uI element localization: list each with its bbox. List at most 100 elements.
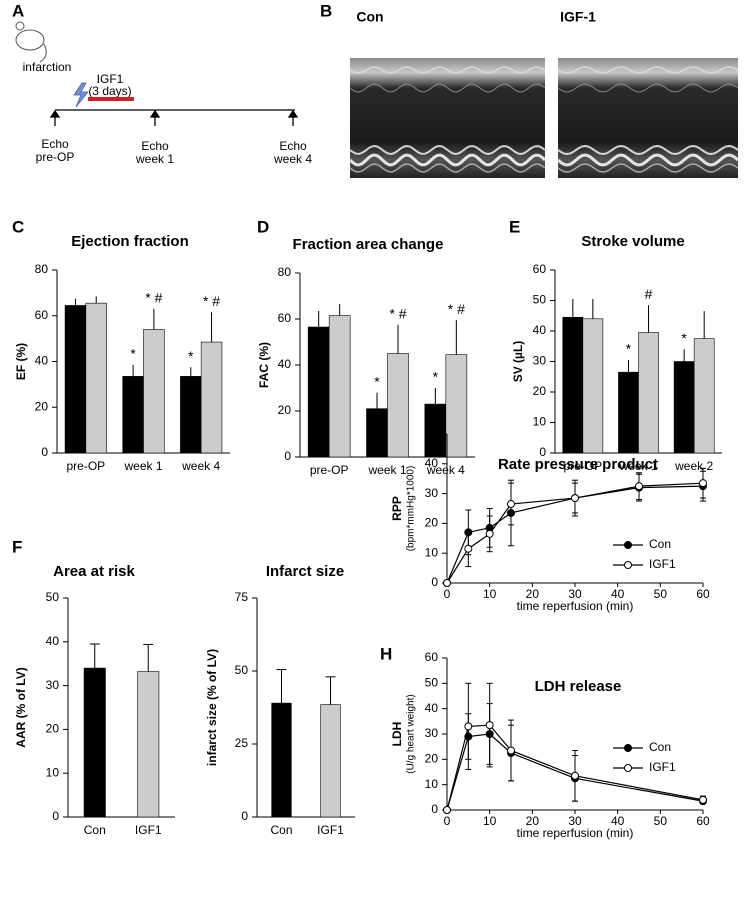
x-tick-label: 20 — [526, 814, 540, 828]
y-tick-label: 50 — [46, 590, 60, 604]
data-point — [507, 746, 515, 755]
x-tick-label: week 2 — [674, 459, 713, 473]
y-tick-label: 10 — [533, 415, 547, 429]
y-tick-label: 40 — [35, 354, 49, 368]
legend-label: Con — [649, 537, 671, 551]
x-tick-label: 60 — [696, 814, 710, 828]
data-point — [485, 529, 494, 538]
echo-trace — [349, 144, 546, 156]
panel-label: A — [12, 1, 24, 20]
y-axis-label: EF (%) — [14, 343, 28, 380]
chart-title: Fraction area change — [293, 236, 444, 253]
echo-label: Con — [356, 9, 383, 25]
y-tick-label: 60 — [533, 262, 547, 276]
x-tick-label: week 1 — [618, 459, 657, 473]
bar — [271, 702, 292, 818]
significance-marker: * # — [203, 293, 220, 309]
mouse-icon — [15, 21, 47, 63]
y-axis-unit: (bpm*mmHg*1000) — [406, 466, 417, 552]
y-tick-label: 40 — [278, 357, 292, 371]
y-tick-label: 80 — [35, 262, 49, 276]
bar — [445, 354, 468, 458]
legend-marker — [624, 744, 632, 752]
error-bar — [276, 669, 287, 704]
bar — [307, 326, 330, 458]
y-axis-label: FAC (%) — [257, 342, 271, 388]
x-tick-label: week 1 — [123, 459, 162, 473]
significance-marker: * — [681, 330, 687, 346]
y-tick-label: 20 — [35, 399, 49, 413]
data-point — [571, 494, 579, 503]
echo-trace — [557, 83, 739, 93]
y-axis-label: LDH — [390, 722, 404, 747]
x-tick-label: 30 — [568, 587, 582, 601]
bar — [366, 408, 388, 458]
echo-trace — [349, 66, 546, 74]
significance-marker: * # — [145, 290, 162, 306]
y-tick-label: 40 — [425, 701, 439, 715]
x-tick-label: week 4 — [426, 463, 465, 477]
data-point — [699, 795, 707, 804]
y-tick-label: 0 — [52, 809, 59, 823]
x-tick-label: 50 — [654, 587, 668, 601]
x-tick-label: pre-OP — [310, 463, 349, 477]
y-tick-label: 60 — [425, 650, 439, 664]
y-tick-label: 0 — [41, 445, 48, 459]
y-tick-label: 30 — [533, 354, 547, 368]
y-tick-label: 40 — [533, 323, 547, 337]
bar — [143, 329, 165, 454]
chart-title: Stroke volume — [581, 233, 684, 250]
echo-trace — [349, 83, 546, 93]
legend-label: IGF1 — [649, 557, 676, 571]
echo-trace — [557, 153, 739, 167]
x-tick-label: 20 — [526, 587, 540, 601]
bar — [387, 353, 409, 458]
data-point — [464, 722, 473, 731]
x-tick-label: Con — [84, 823, 106, 837]
x-tick-label: Con — [270, 823, 292, 837]
data-point — [571, 771, 579, 780]
data-point — [443, 806, 451, 814]
bar — [328, 315, 351, 458]
timepoint-label: Echo — [41, 137, 69, 151]
y-tick-label: 0 — [539, 445, 546, 459]
data-point — [485, 721, 494, 730]
x-tick-label: 40 — [611, 814, 625, 828]
chart-title: Area at risk — [53, 563, 135, 580]
significance-marker: * — [433, 369, 439, 385]
bar — [638, 332, 659, 454]
significance-marker: * — [130, 346, 136, 362]
x-tick-label: week 4 — [181, 459, 220, 473]
significance-marker: # — [645, 286, 653, 302]
y-tick-label: 0 — [431, 802, 438, 816]
y-tick-label: 20 — [278, 403, 292, 417]
y-tick-label: 30 — [425, 726, 439, 740]
y-tick-label: 10 — [425, 777, 439, 791]
significance-marker: * — [374, 373, 380, 389]
bar — [200, 341, 223, 454]
echo-trace — [349, 163, 546, 173]
significance-marker: * — [626, 341, 632, 357]
error-bar — [325, 676, 336, 705]
data-point — [507, 500, 515, 509]
data-point — [464, 544, 473, 553]
x-tick-label: week 1 — [367, 463, 406, 477]
x-tick-label: 0 — [444, 814, 451, 828]
bar — [137, 671, 160, 818]
legend-marker — [624, 561, 632, 569]
y-axis-label: RPP — [390, 496, 404, 521]
y-tick-label: 30 — [46, 678, 60, 692]
y-tick-label: 60 — [278, 311, 292, 325]
x-axis-label: time reperfusion (min) — [517, 599, 634, 613]
x-tick-label: pre-OP — [563, 459, 602, 473]
y-tick-label: 10 — [46, 765, 60, 779]
echo-trace — [348, 153, 547, 167]
legend-marker — [624, 764, 632, 772]
timeline-arrows — [49, 109, 299, 126]
y-tick-label: 20 — [425, 516, 439, 530]
y-axis-label: infarct size (% of LV) — [205, 649, 219, 766]
timepoint-time: week 4 — [273, 152, 312, 166]
bar — [582, 318, 604, 454]
echo-trace — [557, 163, 739, 173]
